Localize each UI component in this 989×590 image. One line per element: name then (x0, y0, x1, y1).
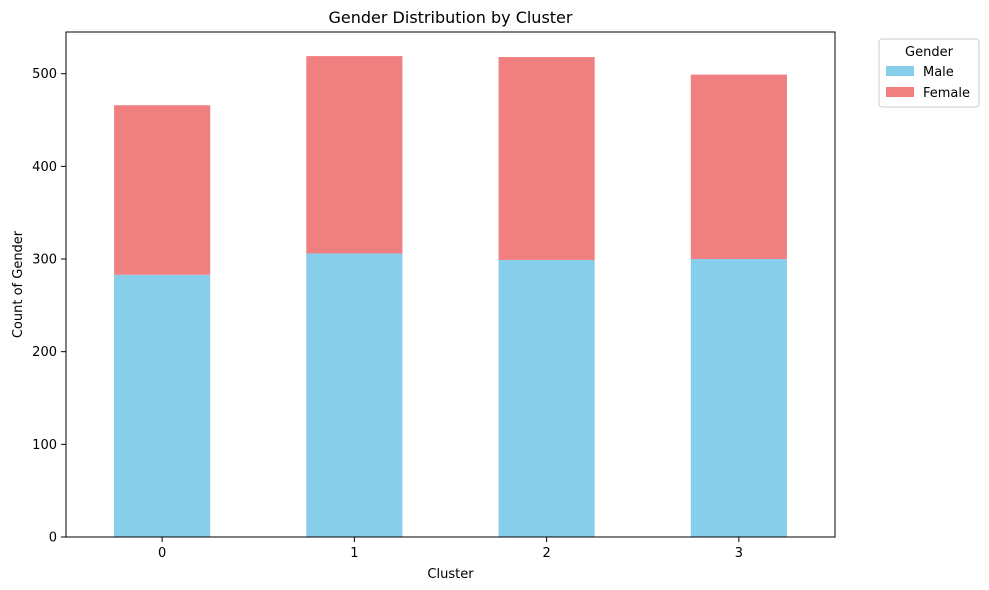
bars-group (114, 56, 787, 537)
y-axis-title: Count of Gender (11, 230, 26, 338)
bar-male-cluster-3 (690, 259, 787, 537)
bar-male-cluster-0 (114, 274, 211, 537)
legend-label-female: Female (923, 86, 970, 101)
legend-title: Gender (905, 45, 954, 60)
x-axis-title: Cluster (427, 567, 474, 582)
y-tick-label: 500 (32, 67, 57, 82)
y-tick-label: 400 (32, 160, 57, 175)
bar-male-cluster-2 (498, 259, 595, 537)
bar-male-cluster-1 (306, 253, 403, 537)
legend-swatch-female (886, 87, 914, 97)
legend-label-male: Male (923, 65, 954, 80)
y-tick-label: 300 (32, 253, 57, 268)
plot-frame (65, 31, 836, 538)
y-tick-label: 200 (32, 345, 57, 360)
y-tick-label: 100 (32, 438, 57, 453)
bar-female-cluster-3 (690, 74, 787, 260)
bar-female-cluster-2 (498, 57, 595, 260)
bar-female-cluster-1 (306, 56, 403, 254)
bar-female-cluster-0 (114, 105, 211, 275)
legend-swatch-male (886, 66, 914, 76)
x-tick-label: 0 (158, 546, 166, 561)
y-tick-label: 0 (49, 531, 57, 546)
x-axis: 0 1 2 3 (158, 537, 743, 561)
y-axis: 0 100 200 300 400 500 (32, 67, 66, 546)
legend: Gender Male Female (878, 38, 980, 108)
x-tick-label: 3 (735, 546, 743, 561)
x-tick-label: 2 (542, 546, 550, 561)
chart-title: Gender Distribution by Cluster (329, 8, 573, 27)
x-tick-label: 1 (350, 546, 358, 561)
